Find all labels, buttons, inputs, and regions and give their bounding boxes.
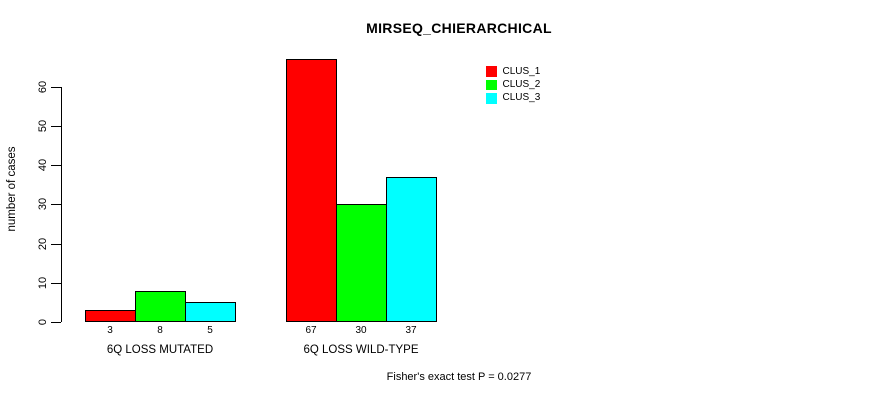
- bar-value-label: 3: [107, 325, 113, 336]
- x-category-label: 6Q LOSS WILD-TYPE: [303, 344, 419, 356]
- legend-item: CLUS_1: [486, 65, 540, 78]
- y-tick: [51, 243, 61, 245]
- legend-item: CLUS_3: [486, 92, 540, 105]
- bar-value-label: 30: [355, 325, 367, 336]
- x-category-label: 6Q LOSS MUTATED: [106, 344, 214, 356]
- bar-value-label: 37: [405, 325, 417, 336]
- bar-clus_3-1: [185, 302, 236, 322]
- bar-clus_2-1: [135, 290, 186, 322]
- bar-value-label: 8: [157, 325, 163, 336]
- legend-item: CLUS_2: [486, 78, 540, 91]
- y-tick: [51, 165, 61, 166]
- bar-clus_1-1: [85, 310, 136, 322]
- legend: CLUS_1 CLUS_2 CLUS_3: [486, 65, 540, 105]
- legend-label: CLUS_2: [502, 79, 541, 91]
- bar-clus_3-2: [386, 176, 437, 322]
- y-tick-label: 60: [37, 80, 49, 93]
- bar-value-label: 5: [207, 325, 213, 336]
- legend-label: CLUS_1: [502, 65, 541, 77]
- y-tick-label: 50: [37, 119, 49, 132]
- legend-swatch: [486, 66, 497, 77]
- y-tick: [51, 86, 61, 88]
- bar-value-label: 67: [305, 325, 317, 336]
- y-tick: [51, 204, 61, 206]
- y-tick: [51, 125, 61, 127]
- y-tick-label: 40: [37, 158, 49, 172]
- bar-clus_1-2: [286, 59, 337, 322]
- y-tick: [51, 282, 61, 284]
- chart-title: MIRSEQ_CHIERARCHICAL: [366, 20, 552, 36]
- legend-swatch: [486, 93, 497, 104]
- legend-label: CLUS_3: [502, 92, 541, 104]
- y-tick-label: 30: [37, 198, 49, 211]
- y-tick: [51, 322, 61, 323]
- y-tick-label: 10: [37, 276, 49, 289]
- y-tick-label: 20: [37, 237, 49, 250]
- y-axis-line: [61, 86, 62, 322]
- y-tick-label: 0: [37, 318, 49, 326]
- bar-clus_2-2: [336, 204, 387, 322]
- legend-swatch: [486, 79, 497, 91]
- stat-annotation: Fisher's exact test P = 0.0277: [386, 371, 532, 383]
